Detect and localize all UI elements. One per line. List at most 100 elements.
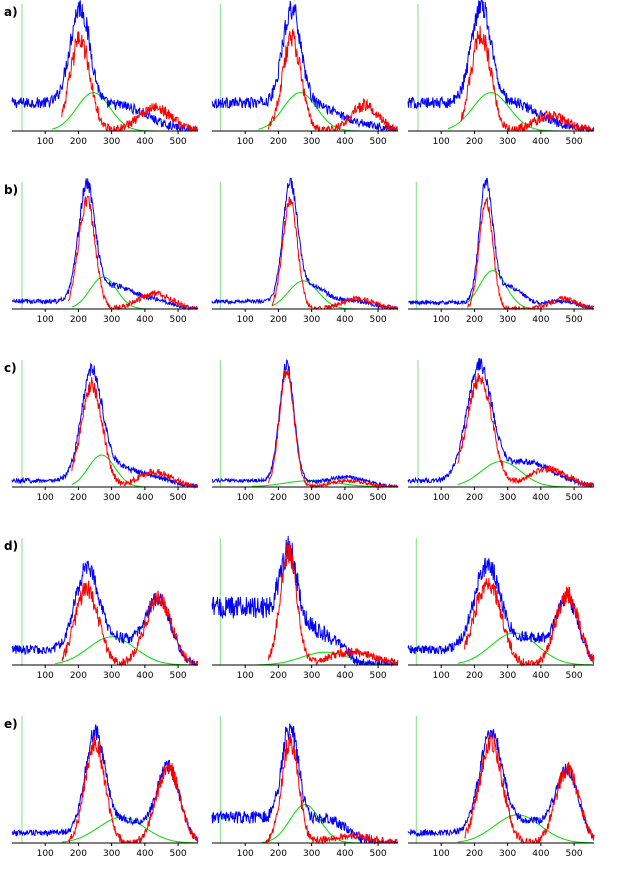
- red-series: [464, 732, 595, 845]
- panel: 100 200 300 400 500: [211, 177, 399, 325]
- x-tick-label: 100: [433, 849, 450, 859]
- blue-series: [11, 0, 198, 132]
- x-tick-label: 300: [103, 315, 120, 325]
- x-tick-label: 200: [270, 137, 287, 147]
- x-tick-label: 100: [37, 849, 54, 859]
- x-tick-label: 400: [532, 315, 549, 325]
- row-label: c): [4, 361, 17, 375]
- blue-series: [11, 560, 199, 667]
- panel: 100 200 300 400 500: [407, 538, 595, 681]
- panel: 100 200 300 400 500: [11, 0, 199, 147]
- panel: 100 200 300 400 500: [407, 716, 595, 859]
- row-label: d): [4, 539, 18, 553]
- x-tick-label: 100: [37, 493, 54, 503]
- red-series: [268, 27, 398, 133]
- x-tick-label: 400: [532, 671, 549, 681]
- x-tick-label: 500: [565, 137, 582, 147]
- red-series: [264, 734, 399, 845]
- x-tick-label: 500: [369, 315, 386, 325]
- blue-series: [211, 358, 399, 488]
- x-tick-label: 500: [169, 849, 186, 859]
- x-tick-label: 400: [136, 493, 153, 503]
- x-tick-label: 300: [303, 493, 320, 503]
- blue-series: [407, 177, 595, 311]
- x-tick-label: 500: [565, 493, 582, 503]
- red-series: [460, 25, 595, 133]
- panel: 100 200 300 400 500: [11, 716, 199, 859]
- blue-series: [407, 0, 595, 133]
- x-tick-label: 500: [565, 315, 582, 325]
- green-curve: [457, 460, 594, 488]
- x-tick-label: 400: [336, 315, 353, 325]
- panel: 100 200 300 400 500: [11, 538, 199, 681]
- x-tick-label: 500: [169, 671, 186, 681]
- x-tick-label: 300: [499, 849, 516, 859]
- red-series: [61, 580, 199, 667]
- blue-series: [11, 724, 199, 843]
- red-series: [268, 368, 399, 489]
- x-tick-label: 100: [37, 671, 54, 681]
- x-tick-label: 100: [37, 315, 54, 325]
- red-series: [268, 541, 399, 666]
- x-tick-label: 200: [466, 849, 483, 859]
- x-tick-label: 200: [70, 137, 87, 147]
- x-tick-label: 500: [169, 137, 186, 147]
- x-tick-label: 200: [70, 849, 87, 859]
- x-tick-label: 300: [303, 137, 320, 147]
- x-tick-label: 400: [136, 315, 153, 325]
- x-tick-label: 100: [37, 137, 54, 147]
- x-tick-label: 400: [336, 137, 353, 147]
- x-tick-label: 300: [303, 671, 320, 681]
- x-tick-label: 500: [565, 849, 582, 859]
- x-tick-label: 200: [270, 493, 287, 503]
- x-tick-label: 400: [532, 849, 549, 859]
- x-tick-label: 300: [499, 671, 516, 681]
- red-series: [457, 372, 595, 488]
- panel: 100 200 300 400 500: [11, 360, 199, 503]
- green-curve: [457, 814, 594, 844]
- x-tick-label: 200: [70, 671, 87, 681]
- x-tick-label: 500: [369, 671, 386, 681]
- x-tick-label: 300: [303, 849, 320, 859]
- x-tick-label: 400: [532, 493, 549, 503]
- blue-series: [211, 535, 399, 667]
- x-tick-label: 400: [136, 671, 153, 681]
- row-label: a): [4, 5, 18, 19]
- x-tick-label: 500: [369, 493, 386, 503]
- x-tick-label: 400: [336, 849, 353, 859]
- x-tick-label: 300: [499, 493, 516, 503]
- x-tick-label: 100: [433, 137, 450, 147]
- x-tick-label: 100: [237, 671, 254, 681]
- x-tick-label: 100: [433, 493, 450, 503]
- x-tick-label: 400: [532, 137, 549, 147]
- x-tick-label: 500: [169, 315, 186, 325]
- panel: 100 200 300 400 500: [211, 716, 399, 859]
- red-series: [68, 735, 199, 844]
- blue-series: [407, 357, 595, 489]
- row-label: b): [4, 183, 18, 197]
- x-tick-label: 200: [70, 315, 87, 325]
- x-tick-label: 100: [237, 849, 254, 859]
- blue-series: [11, 178, 199, 311]
- x-tick-label: 200: [466, 493, 483, 503]
- red-series: [467, 197, 594, 311]
- x-tick-label: 300: [103, 137, 120, 147]
- x-tick-label: 500: [169, 493, 186, 503]
- panel: 100 200 300 400 500: [211, 358, 399, 503]
- red-series: [68, 195, 199, 311]
- x-tick-label: 200: [466, 315, 483, 325]
- panel: 100 200 300 400 500: [11, 178, 199, 325]
- x-tick-label: 100: [237, 315, 254, 325]
- x-tick-label: 100: [433, 671, 450, 681]
- x-tick-label: 300: [103, 849, 120, 859]
- x-tick-label: 100: [237, 493, 254, 503]
- red-series: [271, 195, 399, 311]
- x-tick-label: 300: [303, 315, 320, 325]
- x-tick-label: 100: [237, 137, 254, 147]
- x-tick-label: 300: [103, 493, 120, 503]
- blue-series: [211, 177, 399, 311]
- x-tick-label: 400: [136, 849, 153, 859]
- red-series: [61, 31, 199, 133]
- panel: 100 200 300 400 500: [211, 0, 399, 147]
